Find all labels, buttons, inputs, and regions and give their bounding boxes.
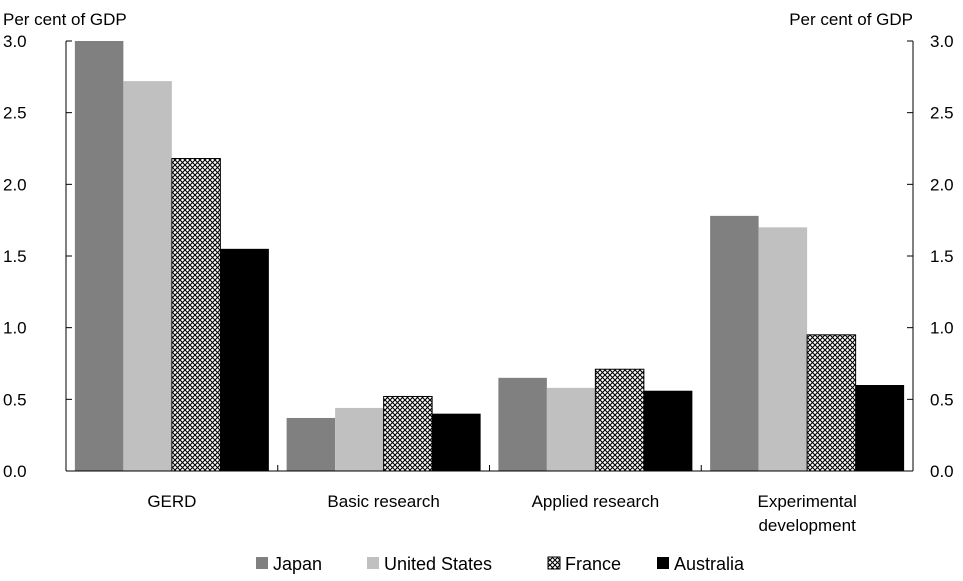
bar-france [806, 334, 857, 472]
bar-france [171, 158, 221, 472]
bar-australia [643, 390, 693, 471]
y-tick-label-left: 1.0 [3, 319, 27, 338]
bar-australia [855, 385, 905, 471]
legend-label: Japan [273, 554, 322, 574]
bar-australia [220, 248, 269, 471]
bar-france [383, 395, 433, 472]
legend-label: France [565, 554, 621, 574]
bar-japan [286, 417, 336, 471]
y-tick-label-left: 0.0 [3, 462, 27, 481]
y-tick-label-right: 3.0 [930, 32, 954, 51]
y-tick-label-right: 2.0 [930, 175, 954, 194]
legend-swatch-united-states [367, 557, 379, 569]
x-tick-label: Basic research [327, 492, 439, 511]
bar-united-states [123, 81, 172, 471]
legend-swatch-australia [657, 557, 669, 569]
y-tick-label-right: 2.5 [930, 104, 954, 123]
y-tick-label-left: 1.5 [3, 247, 27, 266]
y-tick-label-left: 2.5 [3, 104, 27, 123]
left-axis-label: Per cent of GDP [3, 10, 127, 29]
legend-swatch-france [547, 556, 561, 570]
y-tick-label-left: 0.5 [3, 390, 27, 409]
bar-australia [432, 413, 481, 471]
bar-japan [74, 41, 124, 471]
y-tick-label-right: 1.5 [930, 247, 954, 266]
y-tick-label-left: 3.0 [3, 32, 27, 51]
legend-label: Australia [674, 554, 745, 574]
bar-united-states [546, 387, 596, 471]
y-tick-label-left: 2.0 [3, 175, 27, 194]
bar-united-states [758, 227, 808, 471]
y-tick-label-right: 1.0 [930, 319, 954, 338]
bar-japan [498, 377, 547, 471]
x-tick-label: Applied research [532, 492, 660, 511]
legend-label: United States [384, 554, 492, 574]
bar-france [594, 368, 645, 472]
x-tick-label: GERD [147, 492, 196, 511]
x-tick-label: Experimental development [758, 492, 857, 535]
legend-swatch-japan [256, 557, 268, 569]
bar-united-states [335, 407, 384, 471]
y-tick-label-right: 0.5 [930, 390, 954, 409]
y-tick-label-right: 0.0 [930, 462, 954, 481]
legend: Japan United States France Australia [256, 554, 745, 574]
right-axis-label: Per cent of GDP [789, 10, 913, 29]
bar-japan [710, 215, 759, 471]
